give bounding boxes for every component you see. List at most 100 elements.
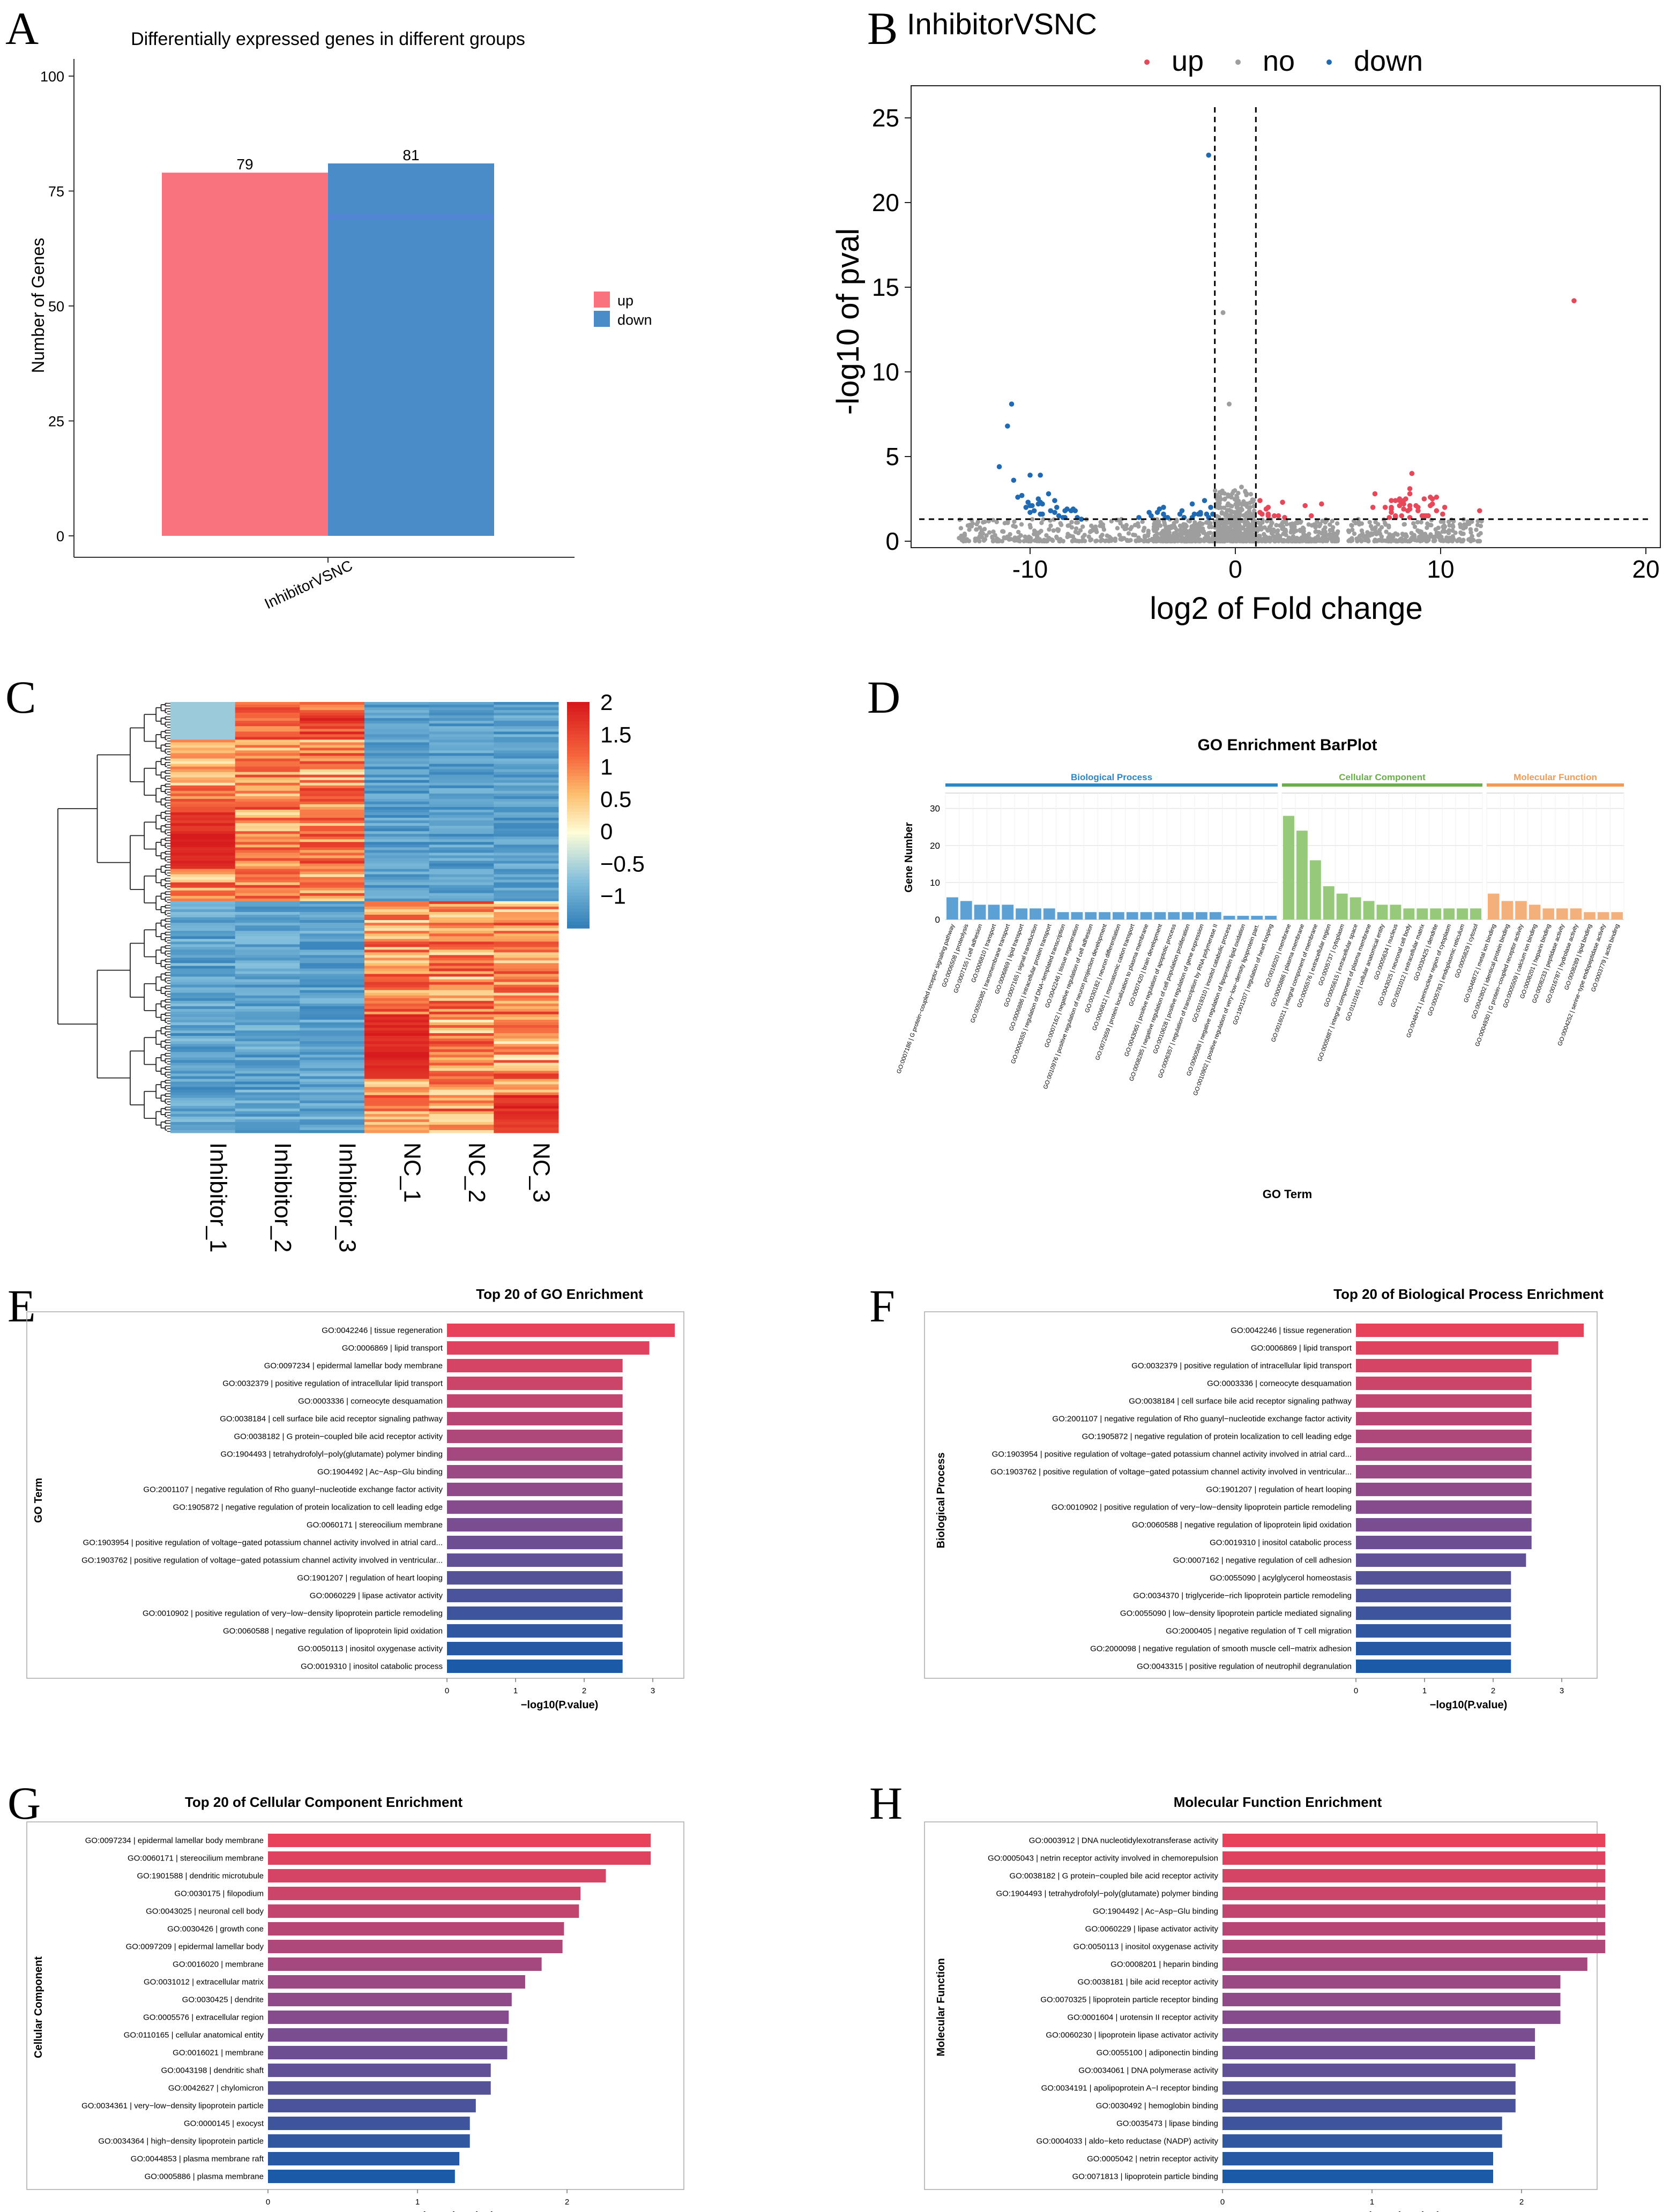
chart-title: Differentially expressed genes in differ… (131, 29, 525, 49)
colorbar-segment (567, 889, 590, 893)
heatmap-cell (494, 968, 559, 972)
category-label: GO:1904493 | tetrahydrofolyl−poly(glutam… (220, 1450, 443, 1459)
point-no (1441, 519, 1446, 524)
point-no (1434, 530, 1439, 535)
colorbar-segment (567, 841, 590, 845)
heatmap-cell (300, 1084, 365, 1088)
heatmap-cell (494, 850, 559, 854)
heatmap-cell (494, 758, 559, 762)
heatmap-cell (170, 1052, 236, 1055)
dendrogram (57, 703, 170, 1132)
bar (1222, 1975, 1561, 1989)
x-tick-label: 2 (582, 1686, 586, 1695)
heatmap-cell (364, 1103, 430, 1107)
heatmap-cell (300, 777, 365, 781)
heatmap-cell (494, 1076, 559, 1080)
heatmap-cell (300, 914, 365, 918)
bar (1570, 908, 1582, 920)
colorbar-segment (567, 737, 590, 742)
heatmap-cell (494, 1079, 559, 1082)
point-up (1308, 513, 1314, 519)
heatmap-cell (170, 914, 236, 918)
heatmap-cell (429, 831, 494, 834)
heatmap-cell (170, 777, 236, 781)
heatmap-cell (494, 826, 559, 829)
heatmap-cell (494, 1114, 559, 1117)
heatmap-cell (300, 782, 365, 786)
point-no (1224, 520, 1229, 525)
heatmap-cell (364, 895, 430, 899)
heatmap-cell (235, 992, 300, 996)
heatmap-cell (235, 742, 300, 746)
colorbar-segment (567, 866, 590, 871)
heatmap-cell (300, 1019, 365, 1023)
point-no (1168, 536, 1174, 541)
heatmap-cell (494, 815, 559, 818)
heatmap-cell (494, 858, 559, 862)
heatmap-cell (494, 1044, 559, 1047)
colorbar-segment (567, 708, 590, 712)
heatmap-cell (235, 836, 300, 840)
heatmap-cell (235, 877, 300, 880)
heatmap-cell (429, 748, 494, 751)
heatmap-cell (170, 963, 236, 967)
heatmap-cell (494, 1008, 559, 1012)
point-no (1099, 538, 1104, 543)
point-down (1208, 505, 1213, 510)
category-label: GO:1903762 | positive regulation of volt… (990, 1468, 1352, 1477)
panel-h: H Molecular Function EnrichmentGO:0003912… (869, 1777, 1606, 2212)
heatmap-cell (364, 798, 430, 802)
category-label: GO:0030492 | hemoglobin binding (1096, 2102, 1218, 2111)
heatmap-cell (235, 715, 300, 719)
heatmap-cell (494, 879, 559, 883)
heatmap-cell (364, 1025, 430, 1028)
point-no (1379, 534, 1384, 539)
point-no (1086, 534, 1092, 539)
bar (1416, 908, 1428, 920)
heatmap-cell (170, 748, 236, 751)
heatmap-cell (364, 1028, 430, 1031)
heatmap-cell (235, 750, 300, 754)
heatmap-cell (364, 960, 430, 964)
heatmap-cell (429, 931, 494, 934)
heatmap-cell (494, 1103, 559, 1107)
heatmap-cell (300, 790, 365, 794)
x-tick-label: -10 (1012, 555, 1048, 583)
heatmap-cell (364, 777, 430, 781)
point-no (1140, 519, 1145, 524)
bar (1356, 1394, 1532, 1408)
point-no (1244, 492, 1249, 498)
heatmap-cell (170, 828, 236, 832)
point-no (1441, 526, 1447, 531)
heatmap-cell (429, 1130, 494, 1133)
column-label: Inhibitor_1 (205, 1142, 231, 1252)
point-no (1291, 528, 1295, 533)
x-tick-label: GO:0010902 | positive regulation of very… (1192, 923, 1261, 1096)
heatmap-cell (429, 976, 494, 980)
heatmap-cell (429, 963, 494, 967)
heatmap-cell (170, 815, 236, 818)
colorbar-label: 0 (600, 819, 613, 844)
heatmap-cell (429, 1100, 494, 1104)
bar (974, 905, 986, 920)
point-no (1226, 492, 1231, 497)
heatmap-cell (300, 1055, 365, 1058)
heatmap-cell (429, 737, 494, 740)
bar (1030, 908, 1041, 920)
point-no (1013, 538, 1018, 543)
category-label: GO:0044853 | plasma membrane raft (131, 2155, 264, 2164)
bar (1356, 1642, 1511, 1656)
heatmap-cell (300, 1008, 365, 1012)
point-no (1094, 539, 1099, 543)
panel-a: A Differentially expressed genes in diffe… (5, 3, 652, 612)
heatmap-cell (429, 785, 494, 789)
point-up (1280, 499, 1285, 505)
heatmap-cell (170, 990, 236, 993)
point-no (1137, 538, 1142, 543)
heatmap-cell (170, 923, 236, 926)
heatmap-cell (170, 845, 236, 848)
point-no (1237, 523, 1242, 528)
colorbar-segment (567, 805, 590, 809)
heatmap-cell (170, 1124, 236, 1128)
category-label: GO:0038184 | cell surface bile acid rece… (1129, 1397, 1352, 1406)
